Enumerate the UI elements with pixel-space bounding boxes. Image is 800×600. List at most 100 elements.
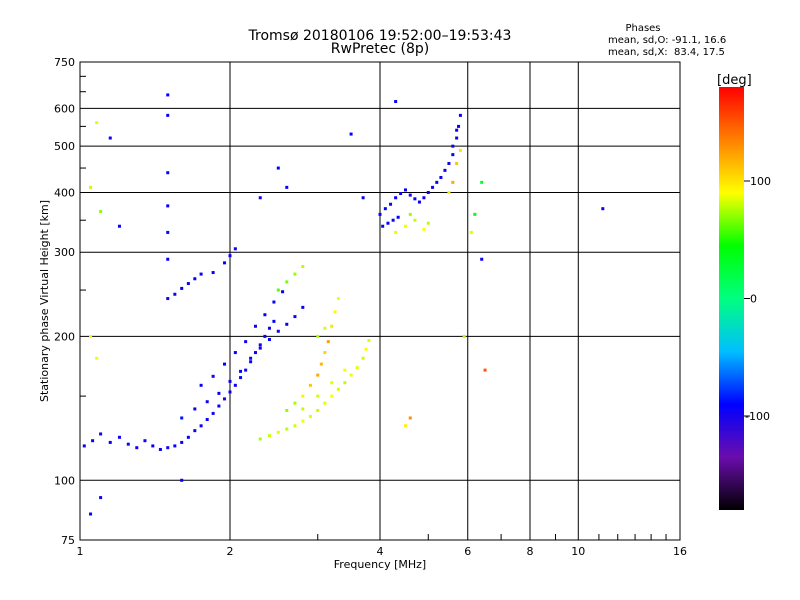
data-point-x	[480, 180, 484, 184]
data-point-o	[413, 197, 417, 201]
data-point-o	[228, 390, 232, 394]
data-point-o	[253, 324, 257, 328]
data-point-x	[276, 288, 280, 292]
data-point-o	[455, 128, 459, 132]
data-point-o	[166, 204, 170, 208]
data-point-o	[228, 254, 232, 258]
data-point-o	[205, 400, 209, 404]
data-point-o	[166, 93, 170, 97]
data-point-x	[330, 394, 334, 398]
y-axis: 75 100 200 300 400 500 600 750	[54, 56, 86, 547]
data-point-o	[258, 346, 262, 350]
data-point-x	[336, 297, 340, 301]
data-point-o	[108, 440, 112, 444]
colorbar	[719, 87, 744, 510]
data-point-o	[223, 362, 227, 366]
data-point-o	[417, 200, 421, 204]
data-point-o	[394, 100, 398, 104]
data-point-o	[199, 424, 203, 428]
data-point-o	[126, 442, 130, 446]
data-point-o	[99, 496, 103, 500]
data-point-o	[435, 180, 439, 184]
data-point-o	[281, 290, 285, 294]
data-point-o	[457, 124, 461, 128]
grid-lines	[80, 62, 680, 540]
data-point-x	[285, 280, 289, 284]
data-point-x	[333, 310, 337, 314]
data-point-o	[263, 313, 267, 317]
data-point-o	[408, 193, 412, 197]
data-point-x	[349, 373, 353, 377]
x-tick-label: 10	[571, 545, 585, 558]
data-point-o	[293, 315, 297, 319]
y-axis-label: Stationary phase Virtual Height [km]	[38, 200, 51, 402]
data-point-o	[394, 196, 398, 200]
x-tick-label: 16	[673, 545, 687, 558]
data-point-o	[443, 168, 447, 172]
data-point-o	[166, 297, 170, 301]
data-point-x	[426, 221, 430, 225]
data-point-o	[180, 478, 184, 482]
data-point-o	[263, 334, 267, 338]
data-point-o	[349, 132, 353, 136]
data-point-o	[99, 432, 103, 436]
data-point-x	[451, 180, 455, 184]
chart-subtitle: RwPretec (8p)	[331, 41, 429, 57]
data-point-x	[343, 381, 347, 385]
x-tick-label: 1	[77, 545, 84, 558]
data-point-o	[199, 272, 203, 276]
data-point-o	[244, 368, 248, 372]
data-point-x	[462, 334, 466, 338]
x-axis: 1 2 4 6 8 10 16	[77, 534, 687, 558]
data-point-x	[330, 324, 334, 328]
data-point-o	[193, 277, 197, 281]
data-point-o	[143, 439, 147, 443]
colorbar-tick-label: -100	[745, 410, 770, 423]
y-tick-label: 75	[61, 534, 75, 547]
data-point-o	[108, 136, 112, 140]
data-point-o	[193, 429, 197, 433]
data-point-x	[308, 383, 312, 387]
data-point-o	[386, 221, 390, 225]
x-axis-label: Frequency [MHz]	[334, 558, 426, 571]
data-point-o	[276, 329, 280, 333]
data-point-o	[378, 212, 382, 216]
data-point-x	[308, 414, 312, 418]
data-point-x	[367, 339, 371, 343]
data-point-o	[223, 261, 227, 265]
data-point-x	[473, 212, 477, 216]
data-point-o	[249, 360, 253, 364]
data-point-o	[389, 202, 393, 206]
data-point-o	[82, 444, 86, 448]
data-point-x	[361, 356, 365, 360]
y-tick-label: 600	[54, 102, 75, 115]
data-point-o	[403, 188, 407, 192]
y-tick-label: 100	[54, 474, 75, 487]
data-point-o	[253, 351, 257, 355]
y-tick-label: 750	[54, 56, 75, 69]
data-point-o	[391, 218, 395, 222]
data-point-o	[244, 340, 248, 344]
data-point-o	[158, 447, 162, 451]
data-point-o	[267, 338, 271, 342]
data-point-x	[364, 347, 368, 351]
data-point-o	[217, 404, 221, 408]
data-point-x	[293, 401, 297, 405]
y-tick-label: 400	[54, 186, 75, 199]
data-point-o	[233, 383, 237, 387]
data-point-o	[447, 161, 451, 165]
data-point-x	[483, 368, 487, 372]
data-point-x	[301, 407, 305, 411]
data-point-x	[319, 362, 323, 366]
data-point-o	[249, 356, 253, 360]
data-point-o	[117, 224, 121, 228]
data-point-o	[89, 512, 93, 516]
data-point-o	[186, 282, 190, 286]
colorbar-tick-label: 0	[750, 293, 757, 306]
data-point-o	[199, 383, 203, 387]
data-point-o	[173, 292, 177, 296]
data-point-o	[180, 416, 184, 420]
data-point-x	[316, 334, 320, 338]
colorbar-tick-label: 100	[750, 175, 771, 188]
